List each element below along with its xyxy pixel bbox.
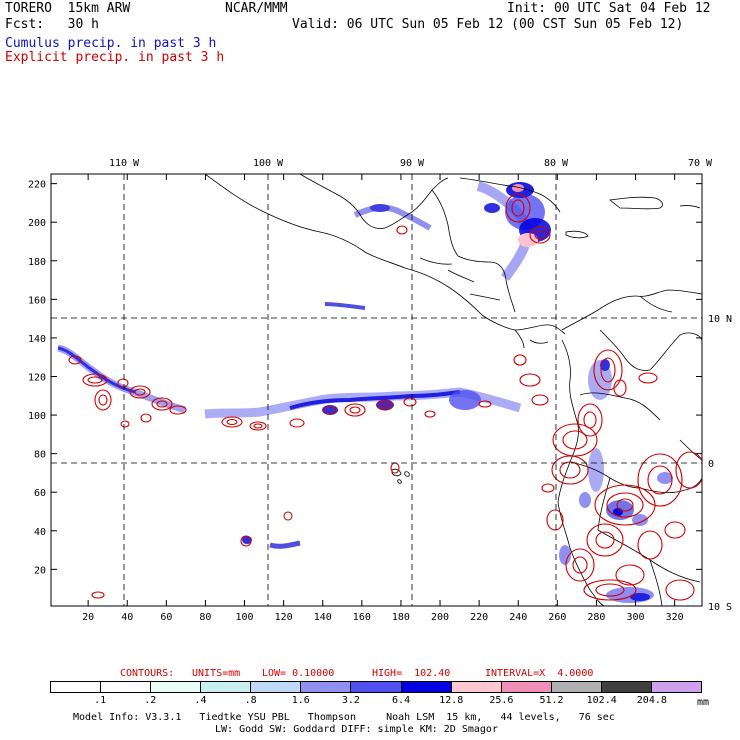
x-tick-label: 300 <box>627 612 645 623</box>
contour-units: UNITS=mm <box>192 668 241 679</box>
colorbar-level-label: .1 <box>94 695 107 706</box>
x-tick-label: 100 <box>236 612 254 623</box>
y-tick-label: 100 <box>28 411 46 422</box>
x-tick-label: 180 <box>392 612 410 623</box>
colorbar-swatch <box>151 682 202 692</box>
colorbar-level-label: 1.6 <box>291 695 310 706</box>
colorbar-swatch <box>101 682 152 692</box>
lat-label-10s: 10 S <box>708 602 732 613</box>
x-tick-label: 240 <box>509 612 527 623</box>
x-tick-label: 60 <box>160 612 172 623</box>
physics-info: LW: Godd SW: Goddard DIFF: simple KM: 2D… <box>215 724 498 735</box>
valid-time: Valid: 06 UTC Sun 05 Feb 12 (00 CST Sun … <box>292 17 684 32</box>
colorbar-level-label: .2 <box>144 695 157 706</box>
y-tick-label: 40 <box>34 527 46 538</box>
x-tick-label: 260 <box>548 612 566 623</box>
x-tick-label: 200 <box>431 612 449 623</box>
x-tick-label: 280 <box>587 612 605 623</box>
contour-high: HIGH= 102.40 <box>372 668 451 679</box>
model-info: Model Info: V3.3.1 Tiedtke YSU PBL Thomp… <box>73 712 615 723</box>
map-content <box>51 174 702 606</box>
x-tick-label: 80 <box>199 612 211 623</box>
x-tick-label: 120 <box>275 612 293 623</box>
colorbar-level-label: 204.8 <box>636 695 667 706</box>
latlon-grid <box>51 174 702 606</box>
y-tick-label: 120 <box>28 373 46 384</box>
lon-label-100w: 100 W <box>253 158 284 169</box>
axis-ticks <box>51 174 702 606</box>
colorbar-level-label: 25.6 <box>489 695 514 706</box>
field1-label: Cumulus precip. in past 3 h <box>5 36 217 51</box>
forecast-hour: Fcst: 30 h <box>5 17 99 32</box>
colorbar <box>50 681 702 693</box>
x-tick-label: 160 <box>353 612 371 623</box>
map-frame <box>50 173 703 607</box>
org-label: NCAR/MMM <box>225 1 288 16</box>
y-tick-label: 20 <box>34 565 46 576</box>
colorbar-swatch <box>351 682 402 692</box>
x-tick-label: 320 <box>666 612 684 623</box>
colorbar-level-label: 3.2 <box>341 695 360 706</box>
colorbar-labels: .1 .2 .4 .8 1.6 3.2 6.4 12.8 25.6 51.2 102.4 204.8 <box>50 695 702 707</box>
init-time: Init: 00 UTC Sat 04 Feb 12 <box>507 1 711 16</box>
lat-label-10n: 10 N <box>708 314 732 325</box>
contour-interval: INTERVAL=X 4.0000 <box>485 668 594 679</box>
y-tick-label: 80 <box>34 450 46 461</box>
colorbar-level-label: .4 <box>194 695 207 706</box>
colorbar-swatch <box>51 682 102 692</box>
colorbar-swatch <box>401 682 452 692</box>
contour-low: LOW= 0.10000 <box>262 668 335 679</box>
y-tick-label: 180 <box>28 257 46 268</box>
explicit-precip-contours <box>68 193 702 601</box>
colorbar-swatch <box>251 682 302 692</box>
y-tick-label: 60 <box>34 488 46 499</box>
colorbar-unit: mm <box>697 697 710 708</box>
colorbar-level-label: 6.4 <box>392 695 411 706</box>
colorbar-swatch <box>601 682 652 692</box>
colorbar-level-label: 102.4 <box>586 695 617 706</box>
colorbar-swatch <box>201 682 252 692</box>
colorbar-swatch <box>551 682 602 692</box>
x-tick-label: 40 <box>121 612 133 623</box>
lon-label-110w: 110 W <box>109 158 140 169</box>
colorbar-swatch <box>451 682 502 692</box>
model-title: TORERO 15km ARW <box>5 1 131 16</box>
axis-tick-labels: 20 40 60 80 100 120 140 160 180 200 220 240 260 280 30… <box>28 180 684 623</box>
y-tick-label: 220 <box>28 180 46 191</box>
colorbar-level-label: 51.2 <box>539 695 564 706</box>
colorbar-swatch <box>301 682 352 692</box>
coastlines <box>204 174 702 606</box>
cumulus-precip-shading <box>57 181 673 603</box>
y-tick-label: 200 <box>28 218 46 229</box>
lon-label-90w: 90 W <box>400 158 425 169</box>
lon-label-70w: 70 W <box>688 158 713 169</box>
field2-label: Explicit precip. in past 3 h <box>5 50 225 65</box>
lat-label-0: 0 <box>708 459 714 470</box>
x-tick-label: 220 <box>470 612 488 623</box>
colorbar-swatch <box>651 682 702 692</box>
x-tick-label: 140 <box>314 612 332 623</box>
y-tick-label: 140 <box>28 334 46 345</box>
colorbar-swatch <box>501 682 552 692</box>
y-tick-label: 160 <box>28 295 46 306</box>
colorbar-level-label: 12.8 <box>439 695 464 706</box>
x-tick-label: 20 <box>82 612 94 623</box>
colorbar-level-label: .8 <box>244 695 257 706</box>
lon-label-80w: 80 W <box>544 158 569 169</box>
contour-label: CONTOURS: <box>120 668 175 679</box>
